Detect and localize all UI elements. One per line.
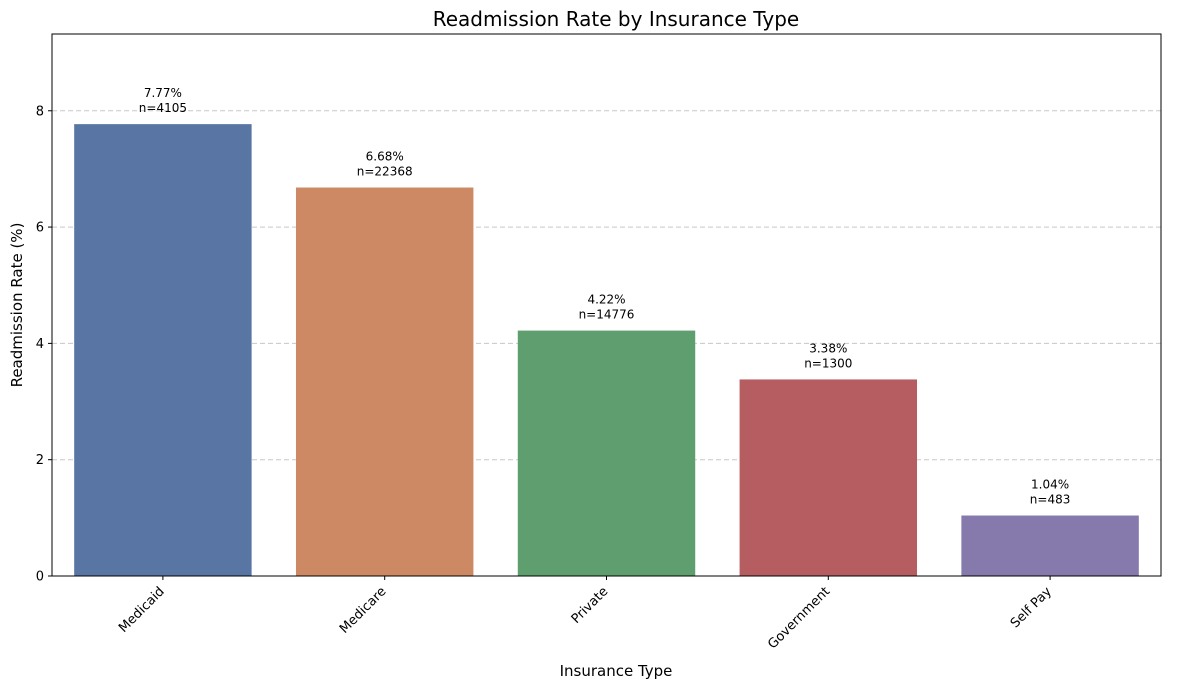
bar-count-label: n=22368	[357, 165, 413, 179]
y-tick-label: 0	[36, 570, 44, 585]
bar-count-label: n=14776	[579, 308, 635, 322]
bar-value-label: 1.04%	[1031, 478, 1069, 492]
bar-value-label: 4.22%	[587, 293, 625, 307]
data-labels: 7.77%n=4105 6.68%n=22368 4.22%n=14776 3.38%…	[139, 86, 1071, 506]
y-tick-label: 2	[36, 453, 44, 468]
x-tick-label: Self Pay	[1008, 584, 1055, 631]
x-axis-title: Insurance Type	[560, 662, 673, 680]
bar-value-label: 7.77%	[144, 86, 182, 100]
bar-count-label: n=1300	[804, 356, 852, 370]
bar-count-label: n=483	[1030, 493, 1071, 507]
y-tick-label: 8	[36, 104, 44, 119]
bar-medicare	[295, 187, 474, 576]
x-tick-label: Medicare	[337, 584, 390, 637]
bars	[74, 124, 1139, 576]
x-axis: Medicaid Medicare Private Government Self Pa…	[116, 576, 1055, 652]
y-tick-label: 4	[36, 337, 44, 352]
bar-private	[517, 330, 696, 576]
bar-value-label: 6.68%	[366, 150, 404, 164]
chart-title: Readmission Rate by Insurance Type	[433, 7, 799, 31]
y-axis-title: Readmission Rate (%)	[8, 223, 26, 388]
bar-value-label: 3.38%	[809, 341, 847, 355]
y-axis: 0 2 4 6 8	[36, 104, 52, 585]
bar-medicaid	[74, 124, 252, 576]
x-tick-label: Medicaid	[116, 584, 168, 636]
bar-self-pay	[961, 515, 1139, 576]
x-tick-label: Government	[765, 584, 833, 652]
bar-government	[739, 379, 918, 576]
bar-count-label: n=4105	[139, 101, 187, 115]
x-tick-label: Private	[569, 584, 612, 627]
y-tick-label: 6	[36, 221, 44, 236]
